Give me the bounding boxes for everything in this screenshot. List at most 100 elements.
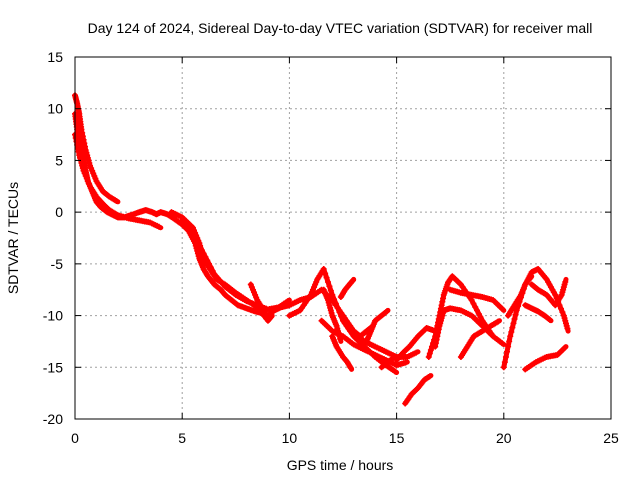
data-point-marker (552, 291, 559, 298)
data-point-marker (559, 309, 566, 316)
data-point-marker (509, 324, 516, 331)
data-point-marker (426, 373, 433, 380)
data-point-marker (513, 307, 520, 314)
data-point-marker (510, 320, 517, 327)
data-point-marker (507, 333, 514, 340)
data-point-marker (320, 266, 327, 273)
series-h (363, 307, 391, 345)
data-point-marker (195, 240, 202, 247)
data-point-marker (506, 338, 513, 345)
data-point-marker (562, 278, 569, 285)
data-point-marker (326, 283, 333, 290)
y-tick-label: 15 (47, 49, 63, 65)
data-point-marker (209, 267, 216, 274)
data-point-marker (475, 310, 482, 317)
data-point-marker (206, 260, 212, 267)
series-r (528, 276, 569, 309)
series-k (402, 373, 434, 407)
data-point-marker (564, 325, 571, 332)
series-j (393, 324, 438, 364)
data-point-marker (113, 197, 120, 204)
data-point-marker (499, 305, 506, 312)
y-tick-label: -5 (51, 256, 64, 272)
data-point-marker (545, 316, 552, 323)
data-point-marker (329, 291, 336, 298)
data-point-marker (470, 300, 477, 307)
grid-lines (75, 57, 611, 419)
x-tick-label: 25 (603, 430, 619, 446)
x-tick-labels: 0 5 10 15 20 25 (71, 430, 619, 446)
data-point-marker (200, 250, 207, 257)
data-point-marker (495, 318, 502, 325)
data-point-marker (191, 233, 198, 240)
y-tick-label: 0 (55, 204, 63, 220)
series-p (500, 266, 571, 371)
y-tick-labels: -20 -15 -10 -5 0 5 10 15 (43, 49, 63, 427)
data-point-marker (389, 355, 396, 362)
data-point-marker (189, 229, 196, 236)
data-point-marker (402, 359, 409, 366)
chart-title: Day 124 of 2024, Sidereal Day-to-day VTE… (88, 20, 593, 36)
series-f (337, 276, 357, 300)
data-point-marker (382, 309, 389, 316)
series-mid-band-c (247, 281, 275, 324)
series-s (522, 302, 554, 324)
data-point-marker (350, 277, 357, 284)
series-t (522, 344, 569, 373)
data-point-marker (332, 300, 339, 307)
x-tick-label: 20 (496, 430, 512, 446)
data-point-marker (488, 331, 495, 338)
data-point-marker (197, 243, 204, 250)
data-point-marker (546, 316, 553, 323)
data-point-marker (331, 296, 338, 303)
data-point-marker (557, 305, 564, 312)
data-point-marker (347, 365, 354, 372)
x-tick-label: 10 (282, 430, 298, 446)
data-point-marker (413, 349, 420, 356)
data-point-marker (337, 335, 344, 342)
series-o (457, 318, 502, 360)
x-axis-title: GPS time / hours (287, 457, 394, 473)
data-point-marker (425, 353, 432, 360)
series-c (318, 317, 410, 369)
y-tick-label: 5 (55, 152, 63, 168)
data-point-marker (511, 316, 518, 323)
data-point-marker (338, 313, 345, 320)
data-point-marker (323, 274, 330, 281)
series-m (432, 305, 496, 350)
data-point-marker (324, 278, 331, 285)
data-point-marker (336, 309, 343, 316)
data-point-marker (527, 274, 534, 281)
plot-frame (74, 56, 612, 420)
data-point-marker (499, 340, 506, 347)
series-i (378, 354, 397, 371)
data-point-marker (391, 368, 398, 375)
series-mid-band-b (179, 217, 292, 313)
x-tick-label: 0 (71, 430, 79, 446)
data-point-marker (426, 350, 433, 357)
data-point-marker (155, 223, 162, 230)
data-point-marker (198, 247, 205, 254)
series-d (320, 286, 344, 344)
data-point-marker (383, 308, 390, 315)
data-point-marker (561, 344, 568, 351)
data-point-marker (474, 307, 480, 314)
y-axis-title: SDTVAR / TECUs (5, 182, 21, 294)
data-point-marker (193, 236, 200, 243)
data-point-marker (268, 313, 275, 320)
series-n (447, 286, 507, 313)
y-tick-label: -10 (43, 308, 63, 324)
series-q (505, 273, 535, 319)
data-point-marker (327, 287, 334, 294)
data-point-marker (468, 297, 475, 304)
y-tick-label: 10 (47, 101, 63, 117)
x-tick-label: 15 (389, 430, 405, 446)
data-point-marker (334, 304, 341, 311)
data-point-marker (284, 298, 291, 305)
data-point-marker (512, 311, 519, 318)
data-point-marker (202, 253, 209, 260)
series-early-low (72, 131, 164, 231)
y-tick-label: -15 (43, 359, 63, 375)
data-point-marker (508, 328, 515, 335)
